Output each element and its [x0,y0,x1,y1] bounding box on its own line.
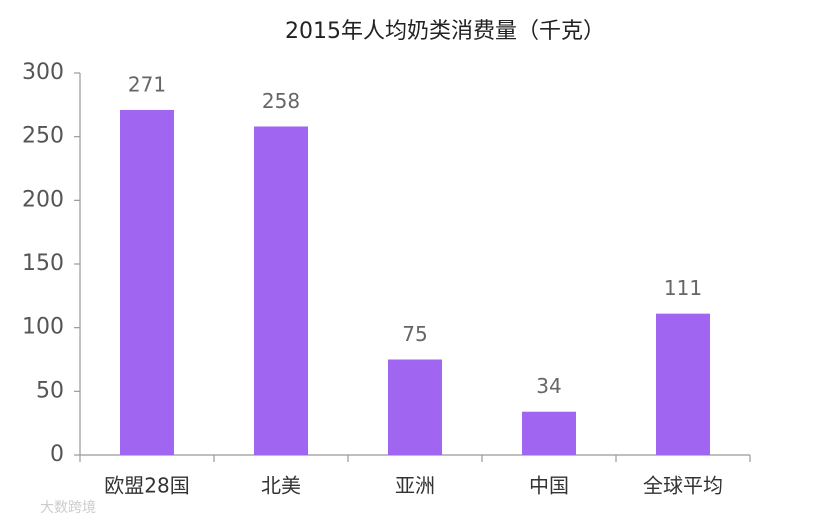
chart-title: 2015年人均奶类消费量（千克） [285,19,605,44]
bar [522,411,576,455]
value-label: 271 [128,72,166,96]
y-tick-label: 250 [22,124,64,149]
bar [120,109,174,455]
x-tick-label: 亚洲 [395,474,435,498]
value-label: 111 [664,276,702,300]
y-tick-label: 50 [36,378,64,403]
y-tick-label: 150 [22,251,64,276]
y-tick-label: 200 [22,187,64,212]
bar [388,359,442,455]
x-tick-label: 中国 [529,474,569,498]
bar [254,126,308,455]
value-label: 34 [536,374,561,398]
x-tick-label: 北美 [261,474,301,498]
y-tick-label: 300 [22,60,64,85]
y-tick-label: 100 [22,315,64,340]
x-tick-label: 欧盟28国 [104,474,189,498]
bar [656,313,710,455]
y-tick-label: 0 [50,442,64,467]
source-logo: 大数跨境 [40,500,96,516]
value-label: 75 [402,322,427,346]
x-tick-label: 全球平均 [643,474,723,498]
value-label: 258 [262,89,300,113]
